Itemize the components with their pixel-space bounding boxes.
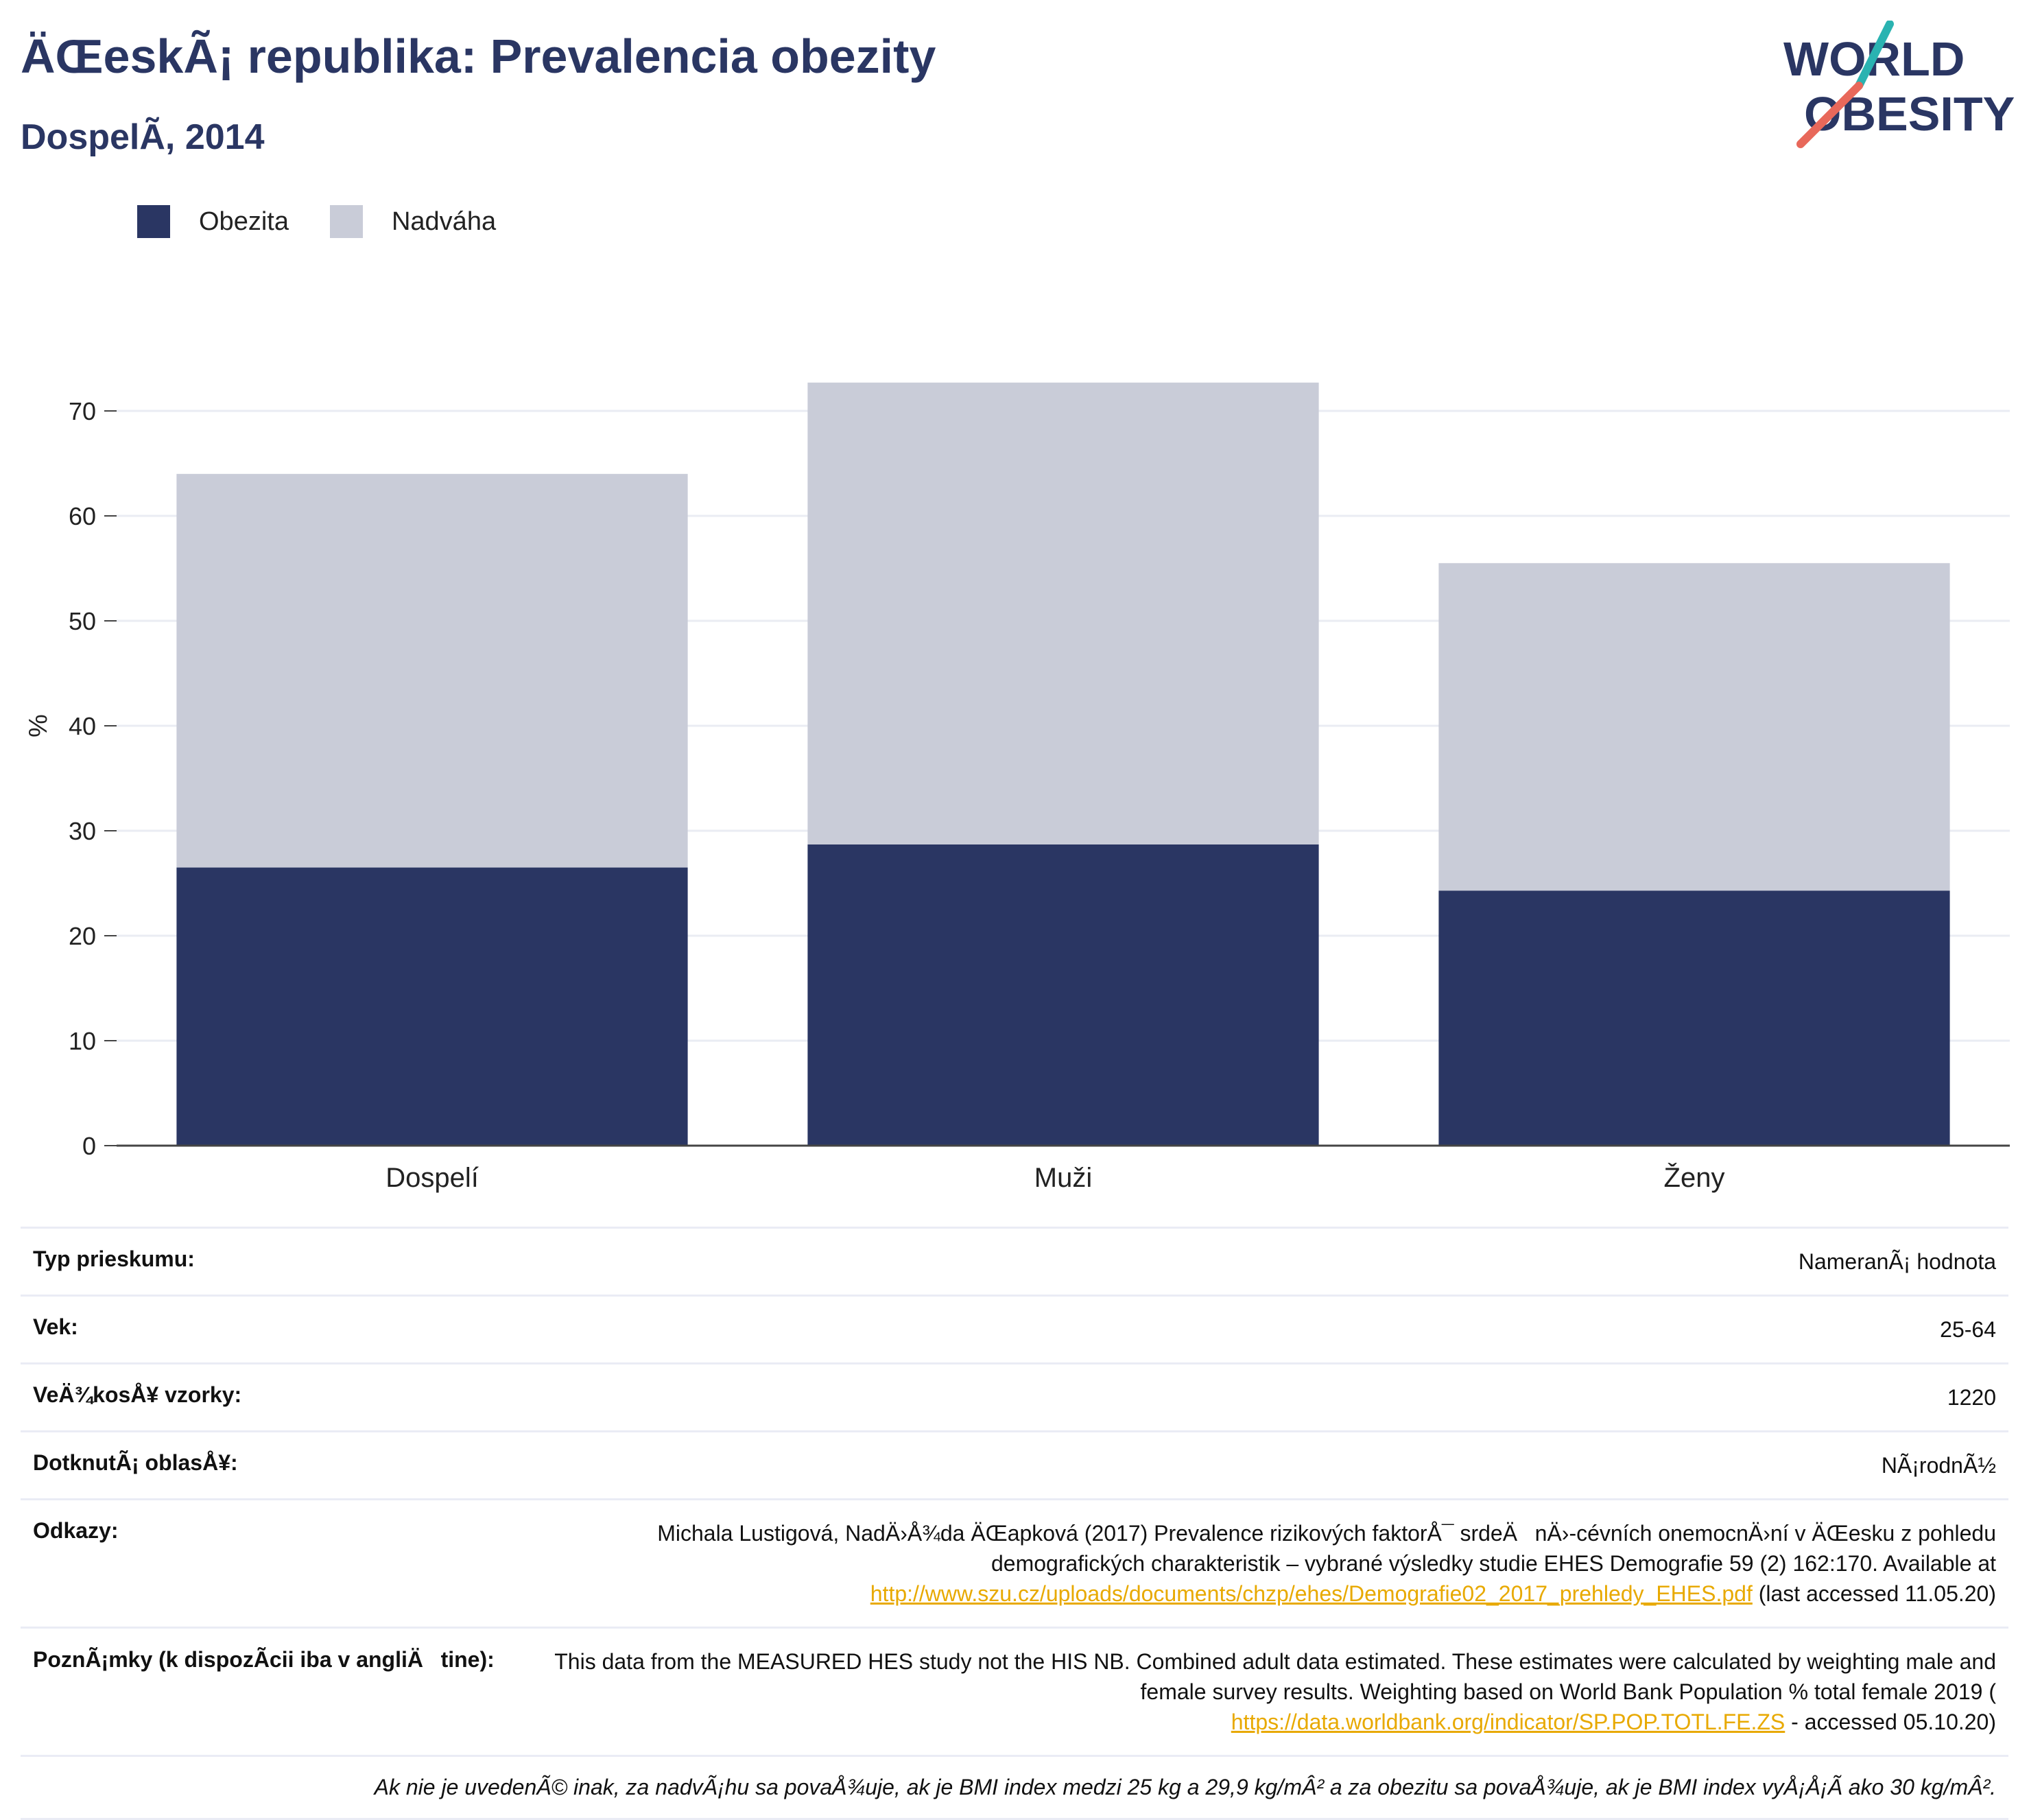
- page-title: ÄŒeskÃ¡ republika: Prevalencia obezity: [21, 29, 936, 83]
- bar-obezita: [1438, 890, 1950, 1146]
- info-row-age: Vek: 25-64: [21, 1295, 2008, 1362]
- info-row-area: DotknutÃ¡ oblasÅ¥: NÃ¡rodnÃ½: [21, 1430, 2008, 1498]
- legend-swatch-obezita: [137, 205, 170, 238]
- info-row-survey-type: Typ prieskumu: NameranÃ¡ hodnota: [21, 1227, 2008, 1295]
- y-tick-label: 60: [69, 502, 96, 530]
- info-label: Typ prieskumu:: [33, 1246, 195, 1271]
- x-tick-label: Muži: [1034, 1163, 1092, 1193]
- references-suffix: (last accessed 11.05.20): [1758, 1581, 1996, 1606]
- info-value: 1220: [1947, 1385, 1996, 1410]
- info-label: VeÄ¾kosÅ¥ vzorky:: [33, 1382, 242, 1407]
- info-table: Typ prieskumu: NameranÃ¡ hodnota Vek: 25…: [21, 1227, 2008, 1820]
- info-value: NÃ¡rodnÃ½: [1881, 1453, 1996, 1478]
- notes-value: This data from the MEASURED HES study no…: [521, 1646, 1996, 1737]
- info-row-notes: PoznÃ¡mky (k dispozÃ­cii iba v angliÄti…: [21, 1627, 2008, 1755]
- svg-text:OBESITY: OBESITY: [1804, 87, 2015, 141]
- y-tick-label: 70: [69, 397, 96, 425]
- info-value: NameranÃ¡ hodnota: [1798, 1249, 1996, 1274]
- x-tick-label: Dospelí: [385, 1163, 479, 1193]
- bar-nadvaha: [176, 473, 688, 868]
- bar-nadvaha: [807, 382, 1319, 844]
- y-tick-label: 20: [69, 922, 96, 950]
- y-tick-label: 0: [82, 1132, 96, 1160]
- bar-obezita: [807, 844, 1319, 1146]
- info-value: 25-64: [1940, 1317, 1996, 1342]
- legend-item-nadvaha[interactable]: Nadváha: [329, 205, 497, 238]
- y-axis-label: %: [24, 714, 53, 737]
- legend-label-obezita: Obezita: [199, 206, 289, 236]
- legend-item-obezita[interactable]: Obezita: [137, 205, 289, 238]
- notes-text: This data from the MEASURED HES study no…: [554, 1649, 1996, 1704]
- y-tick-label: 10: [69, 1027, 96, 1055]
- notes-link[interactable]: https://data.worldbank.org/indicator/SP.…: [1231, 1710, 1785, 1734]
- y-tick-label: 30: [69, 817, 96, 845]
- y-tick-label: 50: [69, 607, 96, 635]
- info-label: DotknutÃ¡ oblasÅ¥:: [33, 1450, 238, 1475]
- bar-obezita: [176, 867, 688, 1146]
- references-label: Odkazy:: [33, 1518, 119, 1543]
- references-link[interactable]: http://www.szu.cz/uploads/documents/chzp…: [870, 1581, 1753, 1606]
- legend-label-nadvaha: Nadváha: [391, 206, 497, 236]
- info-row-references: Odkazy: Michala Lustigová, NadÄ›Å¾da ÄŒa…: [21, 1498, 2008, 1627]
- notes-suffix: - accessed 05.10.20): [1785, 1710, 1996, 1734]
- info-row-sample-size: VeÄ¾kosÅ¥ vzorky: 1220: [21, 1362, 2008, 1430]
- bar-nadvaha: [1438, 563, 1950, 891]
- world-obesity-logo: WORLD OBESITY: [1783, 21, 2015, 148]
- notes-label: PoznÃ¡mky (k dispozÃ­cii iba v angliÄti…: [33, 1647, 495, 1672]
- bmi-footnote: Ak nie je uvedenÃ© inak, za nadvÃ¡hu sa …: [21, 1755, 2008, 1820]
- legend-swatch-nadvaha: [329, 205, 363, 238]
- x-tick-label: Ženy: [1664, 1162, 1725, 1193]
- y-tick-label: 40: [69, 712, 96, 740]
- page-subtitle: DospelÃ­, 2014: [21, 117, 265, 157]
- info-label: Vek:: [33, 1314, 78, 1339]
- references-text: Michala Lustigová, NadÄ›Å¾da ÄŒapková (2…: [657, 1521, 1996, 1576]
- references-value: Michala Lustigová, NadÄ›Å¾da ÄŒapková (2…: [521, 1518, 1996, 1609]
- chart-legend: Obezita Nadváha: [137, 204, 537, 239]
- stacked-bar-chart: 0 10 20 30 40 50 60 70% Dospelí Muži Ženy: [24, 382, 2010, 1193]
